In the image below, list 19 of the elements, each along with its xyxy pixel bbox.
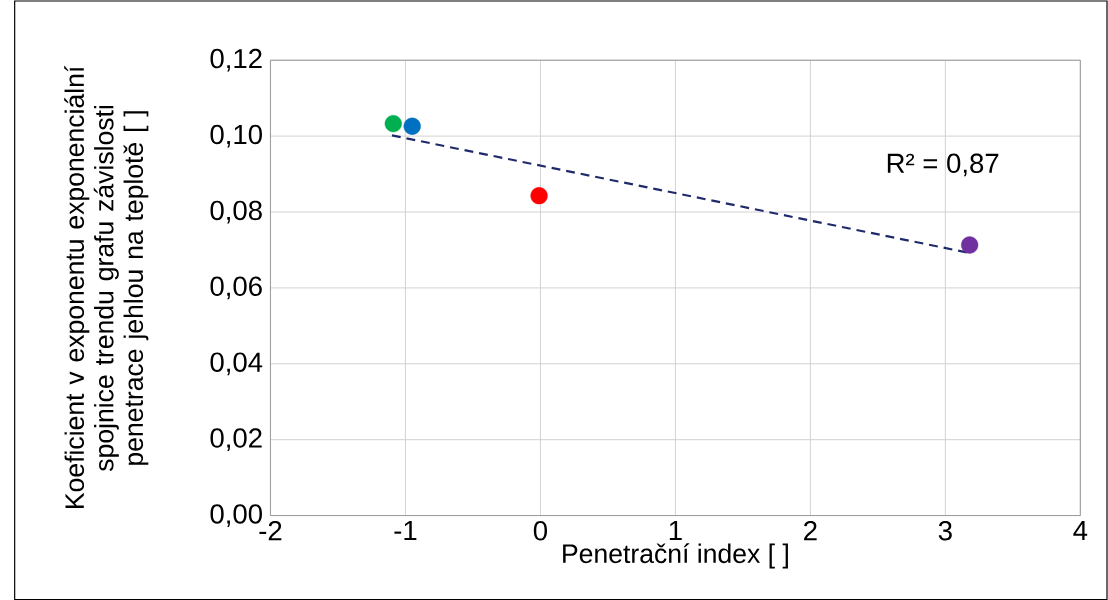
y-tick-label: 0,02	[210, 428, 262, 451]
point	[530, 186, 548, 205]
y-axis-title: Koeficient v exponentu exponenciální spojnice trendu grafu závislosti penetrace jehlou na teplotě [ ]	[64, 65, 149, 508]
y-tick-label: 0,06	[210, 276, 262, 300]
point	[961, 236, 979, 254]
y-tick-label: 0,10	[210, 124, 262, 148]
x-tick-label: 3	[938, 520, 952, 541]
y-tick-label: 0,12	[210, 48, 262, 72]
point	[384, 114, 402, 132]
y-tick-label: 0,08	[210, 200, 262, 224]
x-tick-label: -1	[394, 520, 417, 540]
x-tick-label: 4	[1073, 520, 1088, 540]
x-tick-label: 1	[669, 520, 682, 540]
x-tick-label: 0	[533, 520, 548, 541]
annotation: R² = 0,87	[887, 153, 999, 177]
x-tick-label: 2	[804, 520, 817, 540]
y-tick-label: 0,04	[210, 352, 263, 375]
point	[403, 117, 421, 135]
x-axis-title: Penetrační index [ ]	[563, 543, 788, 569]
